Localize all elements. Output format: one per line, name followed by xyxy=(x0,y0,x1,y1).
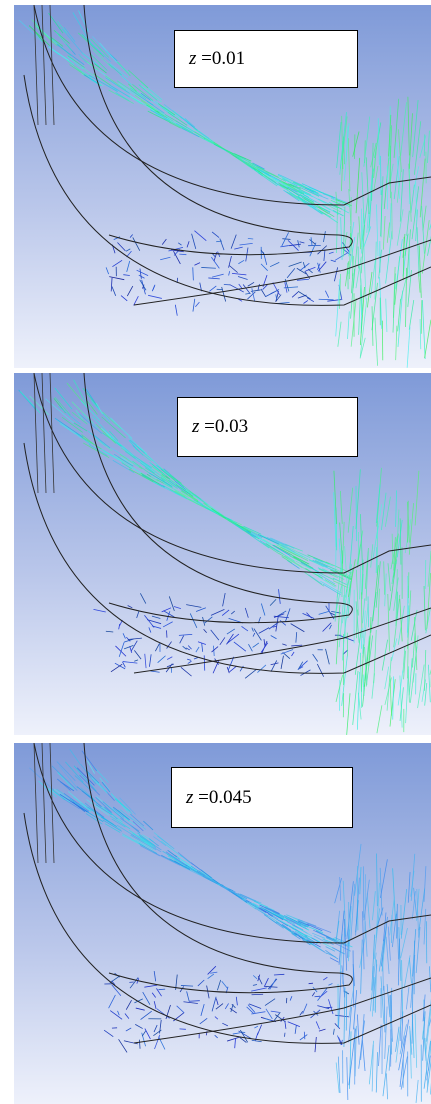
label-value: =0.01 xyxy=(196,48,245,70)
label-value: =0.045 xyxy=(193,787,251,809)
label-variable: z xyxy=(186,787,193,809)
label-variable: z xyxy=(192,416,199,438)
label-variable: z xyxy=(189,48,196,70)
panel-label: z =0.03 xyxy=(177,397,358,457)
panel-label: z =0.01 xyxy=(174,30,358,88)
flow-panel: z =0.01 xyxy=(14,5,431,368)
vortex-streak xyxy=(179,254,186,255)
panel-label: z =0.045 xyxy=(171,767,353,828)
figure: z =0.01 z =0.03 z =0.045 (() => { const … xyxy=(0,0,431,1104)
flow-panel: z =0.045 xyxy=(14,743,431,1104)
jet-streak xyxy=(397,592,398,620)
jet-streak xyxy=(424,134,425,155)
vortex-streak xyxy=(304,1032,305,1039)
jet-streak xyxy=(381,156,382,195)
flow-panel: z =0.03 xyxy=(14,373,431,735)
jet-streak xyxy=(368,596,369,627)
label-value: =0.03 xyxy=(199,416,248,438)
vortex-streak xyxy=(189,1001,200,1002)
